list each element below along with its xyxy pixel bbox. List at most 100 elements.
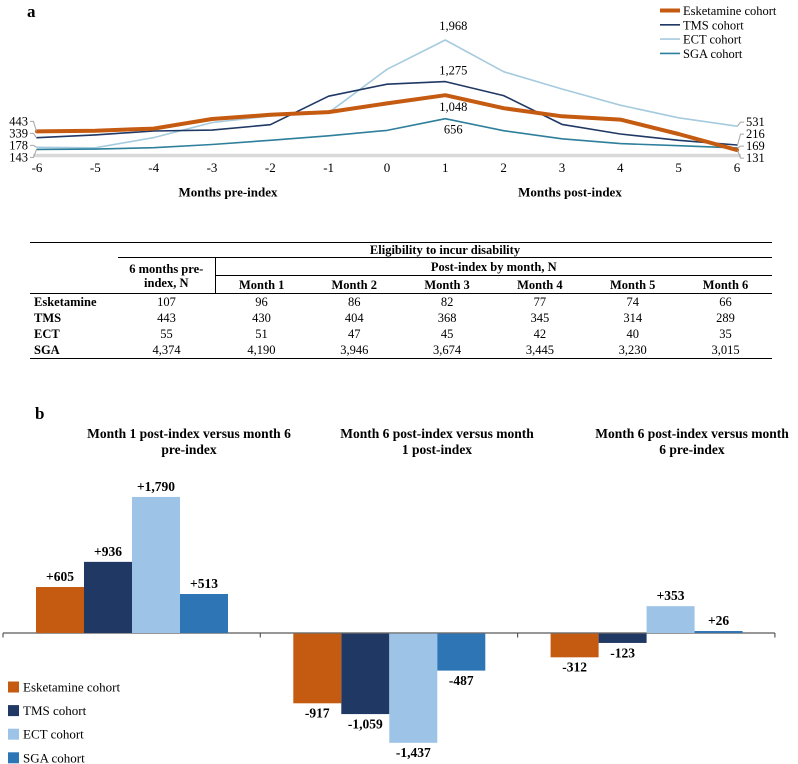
- legend-label: SGA cohort: [683, 47, 743, 61]
- bar-value-label: +353: [657, 588, 685, 603]
- table-month-header: Month 6: [679, 275, 772, 295]
- table-header-row-mid: 6 months pre-index, N Post-index by mont…: [30, 257, 772, 295]
- line-series-tms: [36, 80, 738, 146]
- table-cell: 107: [157, 295, 176, 310]
- table-month-header-row: Month 1 Month 2 Month 3 Month 4 Month 5 …: [30, 275, 772, 295]
- table-cell: 96: [255, 295, 268, 310]
- table-row: ECT 55 51 47 45 42 40 35: [30, 326, 772, 342]
- table-cell: 3,674: [400, 342, 494, 360]
- table-row: TMS 443 430 404 368 345 314 289: [30, 310, 772, 326]
- table-cell: 40: [626, 327, 639, 342]
- x-tick-label: 3: [559, 160, 566, 175]
- x-tick-label: -5: [90, 160, 101, 175]
- table-cell: 443: [157, 311, 176, 326]
- table-pre-header: 6 months pre-index, N: [118, 257, 216, 295]
- leader-line: [737, 149, 744, 159]
- table-row-label: SGA: [30, 342, 119, 360]
- table-corner-blank: [30, 241, 119, 258]
- leader-line: [30, 120, 37, 132]
- x-tick-label: -2: [265, 160, 276, 175]
- bar-ect: [389, 633, 438, 743]
- edge-value-label: 178: [9, 138, 28, 152]
- bar-ect: [132, 496, 180, 633]
- table-cell: 51: [255, 327, 268, 342]
- table-cell: 3,230: [586, 342, 680, 360]
- legend-label: SGA cohort: [23, 750, 85, 764]
- table-cell: 66: [719, 295, 732, 310]
- x-axis-title-pre: Months pre-index: [178, 185, 278, 200]
- bar-group-title: 1 post-index: [402, 442, 472, 457]
- edge-value-label: 531: [746, 115, 765, 129]
- panel-b-bar-chart: Month 1 post-index versus month 6pre-ind…: [2, 426, 789, 764]
- table-month-header: Month 3: [400, 275, 494, 295]
- legend-label: Esketamine cohort: [683, 4, 777, 18]
- line-series-ect: [36, 39, 738, 149]
- bar-value-label: +1,790: [137, 479, 175, 494]
- x-tick-label: -3: [207, 160, 218, 175]
- table-month-header: Month 2: [307, 275, 401, 295]
- table-cell: 3,946: [307, 342, 401, 360]
- bar-value-label: -312: [562, 660, 587, 675]
- edge-value-label: 216: [746, 127, 765, 141]
- line-series-esketamine: [35, 93, 739, 153]
- edge-value-label: 131: [746, 151, 765, 165]
- table-header-row-top: Eligibility to incur disability: [30, 241, 772, 259]
- table-cell: 55: [160, 327, 173, 342]
- legend-label: Esketamine cohort: [23, 680, 120, 695]
- x-tick-label: 4: [617, 160, 624, 175]
- table-cell: 3,015: [679, 342, 772, 360]
- table-cell: 42: [533, 327, 547, 342]
- table-cell: 45: [440, 327, 454, 342]
- bar-esketamine: [36, 587, 84, 633]
- legend-swatch: [8, 705, 19, 717]
- bar-value-label: +513: [190, 576, 218, 591]
- table-cell: 368: [437, 311, 457, 326]
- eligibility-table: Eligibility to incur disability 6 months…: [30, 241, 772, 360]
- bar-value-label: -487: [449, 673, 474, 688]
- x-tick-label: -6: [32, 160, 43, 175]
- legend-label: ECT cohort: [23, 727, 84, 742]
- leader-line: [737, 121, 744, 127]
- leader-line: [30, 149, 37, 158]
- x-axis-title-post: Months post-index: [518, 185, 622, 200]
- table-cell: 404: [344, 311, 364, 326]
- bar-tms: [341, 633, 390, 715]
- legend-swatch: [8, 728, 19, 740]
- leader-line: [737, 145, 744, 149]
- bar-value-label: -123: [610, 645, 635, 660]
- bar-group-title: Month 1 post-index versus month 6: [87, 426, 291, 441]
- table-cell: 82: [440, 295, 454, 310]
- bar-group-title: 6 pre-index: [659, 442, 725, 457]
- table-cell: 289: [716, 311, 735, 326]
- table-row-label: Esketamine: [34, 295, 97, 310]
- peak-value-label: 1,275: [439, 64, 467, 78]
- bar-group-title: Month 6 post-index versus month: [595, 426, 789, 441]
- bar-sga: [180, 594, 228, 633]
- bar-group-title: Month 6 post-index versus month: [340, 426, 534, 441]
- edge-value-label: 443: [9, 114, 28, 128]
- panel-a-line-chart: -6 -5 -4 -3 -2 -1 0 1 2 3 4 5 6 Months pre-index Month…: [9, 4, 777, 200]
- table-row: Esketamine 107 96 86 82 77 74 66: [30, 294, 772, 311]
- edge-value-label: 169: [746, 139, 765, 153]
- bar-value-label: +26: [708, 613, 729, 628]
- x-tick-label: -1: [323, 160, 334, 175]
- leader-line: [30, 132, 37, 138]
- bar-value-label: -1,059: [348, 716, 383, 731]
- legend-label: ECT cohort: [683, 33, 742, 47]
- legend-label: TMS cohort: [683, 18, 744, 32]
- legend-swatch: [8, 752, 19, 764]
- bar-value-label: -917: [305, 706, 330, 721]
- table-cell: 430: [252, 311, 271, 326]
- table-post-header: Post-index by month, N: [215, 257, 772, 277]
- table-rowlabel-blank: [30, 257, 119, 295]
- panel-a-label: a: [27, 2, 36, 21]
- table-month-header: Month 5: [586, 275, 680, 295]
- x-tick-label: 6: [734, 160, 741, 175]
- table-row-label: TMS: [34, 311, 62, 326]
- line-series-sga: [36, 117, 738, 151]
- table-month-header: Month 4: [493, 275, 587, 295]
- table-cell: 74: [626, 295, 639, 310]
- bar-value-label: -1,437: [396, 745, 431, 760]
- bar-value-label: +605: [46, 569, 74, 584]
- peak-value-label: 1,048: [439, 100, 467, 114]
